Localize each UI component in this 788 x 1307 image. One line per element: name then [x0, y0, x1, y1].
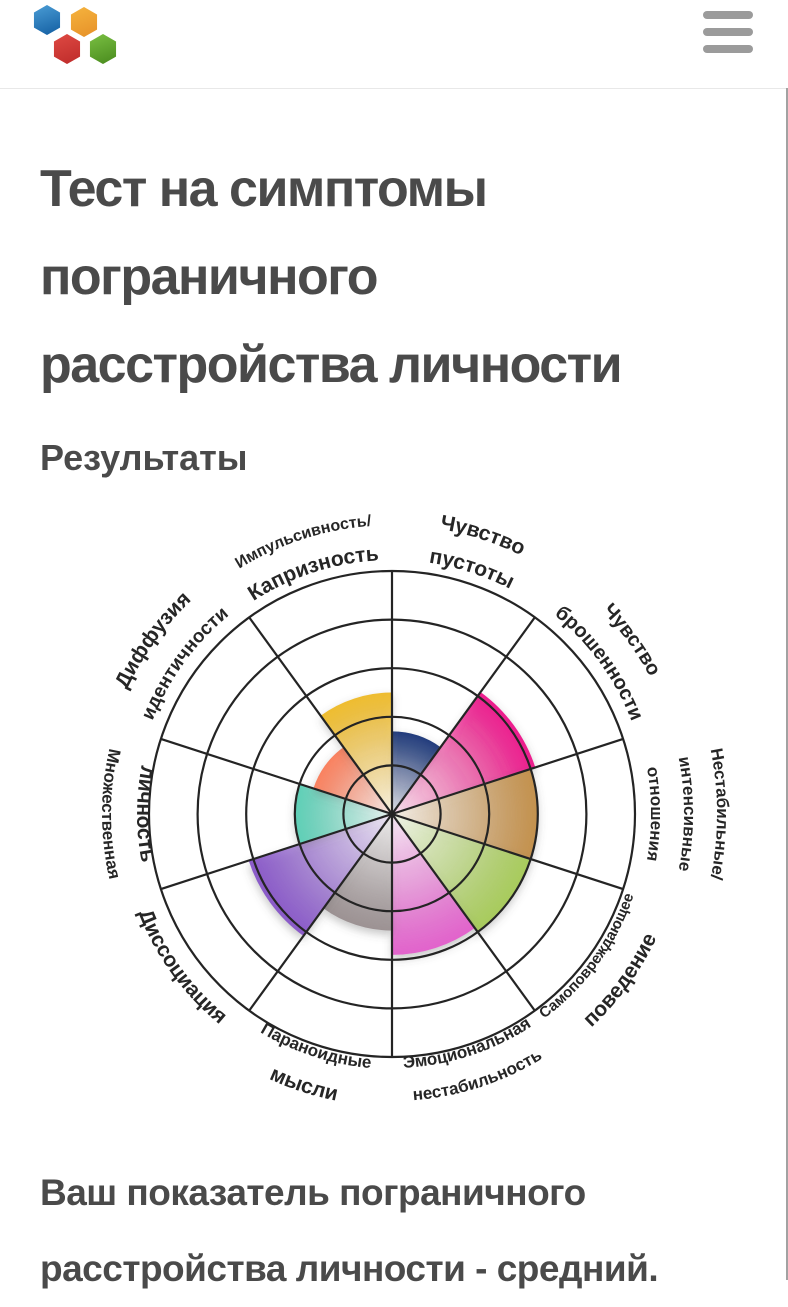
result-text-line: Ваш показатель пограничного: [40, 1172, 586, 1213]
sector-label: поведение: [579, 930, 662, 1032]
hamburger-icon: [703, 28, 753, 36]
sector-fill-2: [392, 768, 538, 860]
sector-label: Нестабильные/: [707, 747, 732, 882]
grid-spoke: [160, 737, 393, 816]
wheel-chart-svg: Чувство пустоты Чувство брошенности Нест…: [98, 511, 732, 1105]
sector-label: личность: [132, 764, 159, 864]
hamburger-icon: [703, 11, 753, 19]
sector-label: интенсивные: [675, 755, 699, 873]
menu-button[interactable]: [703, 11, 753, 53]
grid-spoke: [248, 616, 393, 815]
site-logo[interactable]: [14, 2, 124, 72]
sector-fill-4: [392, 814, 475, 955]
header: [0, 0, 788, 89]
logo-hex-orange: [68, 4, 100, 40]
sector-fill-9: [320, 692, 392, 814]
sector-label: мысли: [267, 1062, 341, 1105]
results-heading: Результаты: [40, 437, 248, 478]
page-title: Тест на симптомы пограничного расстройст…: [40, 145, 748, 409]
hamburger-icon: [703, 45, 753, 53]
result-text: Ваш показатель пограничного расстройства…: [40, 1155, 748, 1307]
sector-label: Множественная: [98, 747, 124, 881]
sector-fill-3: [392, 814, 531, 932]
sector-fill-5: [323, 814, 392, 931]
content: Тест на симптомы пограничного расстройст…: [0, 145, 788, 1307]
logo-hex-green: [87, 31, 119, 67]
hexagon-logo-icon: [31, 2, 119, 67]
sector-fill-6: [248, 814, 392, 936]
grid-spoke: [391, 737, 624, 816]
grid-spoke: [391, 813, 536, 1012]
sector-label: брошенности: [551, 602, 648, 724]
scrollbar-thumb[interactable]: [786, 88, 788, 1280]
sector-fill-8: [313, 747, 392, 814]
grid-spoke: [160, 812, 393, 891]
page-title-line: Тест на симптомы: [40, 160, 488, 218]
sector-label: отношения: [643, 765, 666, 863]
grid-spoke: [391, 616, 536, 815]
page-title-line: пограничного: [40, 248, 379, 306]
logo-hex-red: [51, 31, 83, 67]
grid-spoke: [248, 813, 393, 1012]
sector-label: Диссоциация: [134, 906, 232, 1029]
bpd-symptom-wheel-chart: Чувство пустоты Чувство брошенности Нест…: [0, 509, 788, 1121]
page-title-line: расстройства личности: [40, 336, 623, 394]
logo-hex-blue: [31, 2, 63, 38]
result-text-line: расстройства личности - средний.: [40, 1248, 659, 1289]
sector-label: Самоповреждающее: [536, 891, 637, 1022]
sector-fill-1: [392, 692, 536, 814]
grid-spoke: [391, 812, 624, 891]
